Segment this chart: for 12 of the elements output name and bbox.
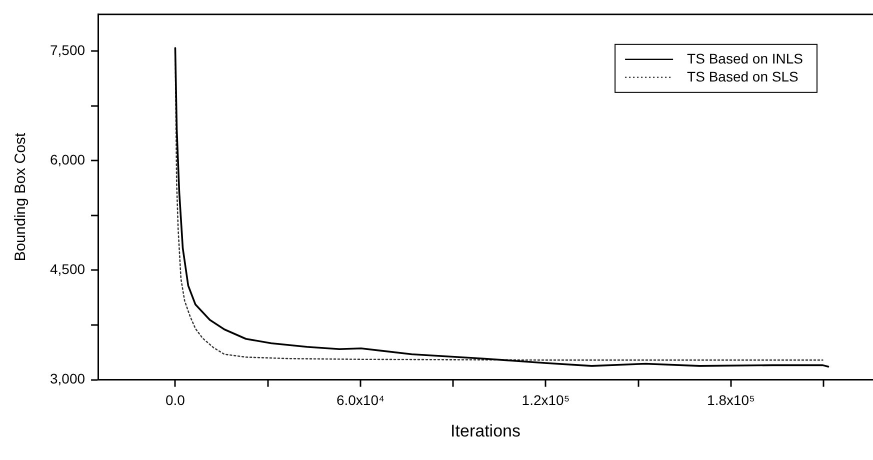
x-tick-label: 1.8x10⁵ <box>707 392 755 408</box>
x-tick-label: 1.2x10⁵ <box>522 392 570 408</box>
y-tick-label: 3,000 <box>50 370 86 387</box>
y-axis-title: Bounding Box Cost <box>12 132 30 262</box>
y-tick-label: 7,500 <box>50 42 86 58</box>
y-tick-label: 6,000 <box>50 151 86 168</box>
x-tick-label: 6.0x10⁴ <box>336 392 385 408</box>
y-tick-label: 4,500 <box>50 261 86 278</box>
x-axis-title: Iterations <box>450 421 520 440</box>
legend-label: TS Based on INLS <box>687 50 803 66</box>
legend-label: TS Based on SLS <box>687 68 798 84</box>
x-tick-label: 0.0 <box>165 392 186 408</box>
